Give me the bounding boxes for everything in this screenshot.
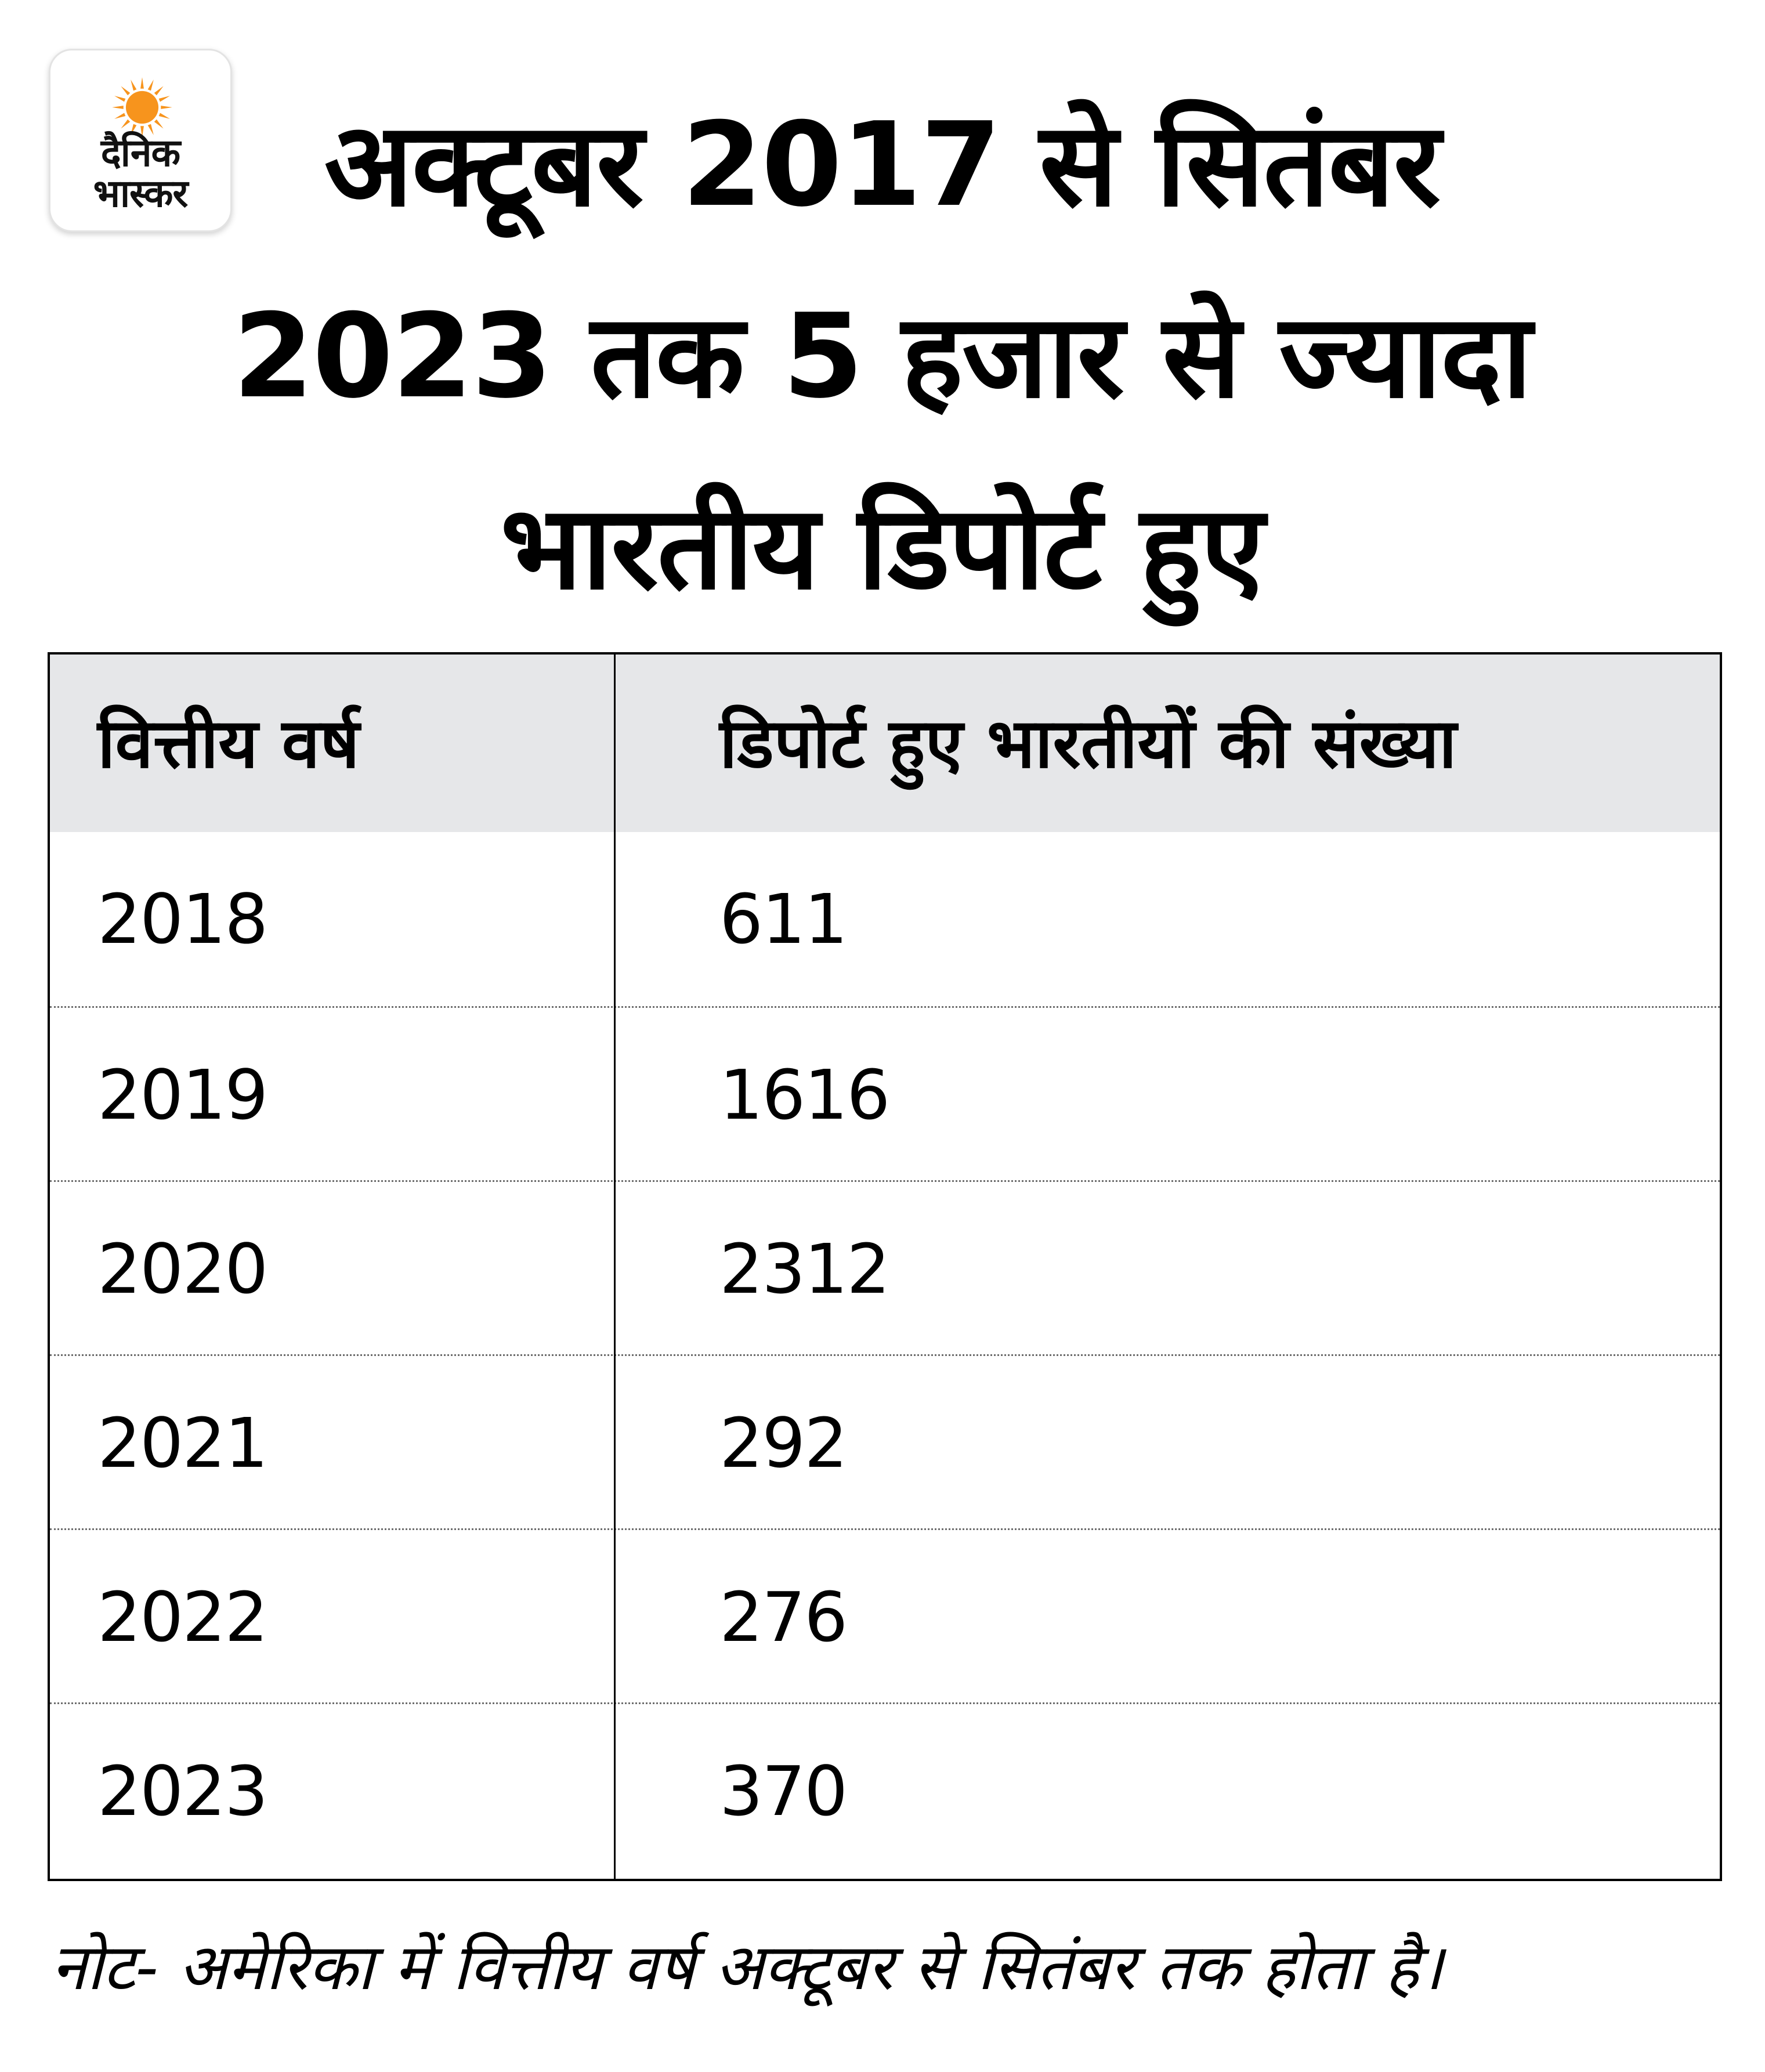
title-line-3: भारतीय डिपोर्ट हुए — [500, 480, 1264, 616]
cell-year: 2023 — [97, 1751, 268, 1831]
sun-ray — [140, 126, 144, 138]
column-divider — [614, 654, 616, 1879]
sun-ray — [131, 79, 137, 91]
sun-ray — [112, 106, 124, 109]
cell-count: 292 — [719, 1403, 848, 1483]
brand-logo: दैनिक भास्कर — [49, 49, 232, 232]
sun-ray — [158, 96, 170, 102]
sun-ray — [121, 86, 131, 96]
title-line-1: अक्टूबर 2017 से सितंबर — [324, 97, 1441, 233]
table-row: 2019 1616 — [50, 1006, 1720, 1182]
table-row: 2020 2312 — [50, 1180, 1720, 1356]
sun-ray — [114, 96, 126, 102]
title-line-2: 2023 तक 5 हजार से ज्यादा — [233, 289, 1532, 424]
table-row: 2021 292 — [50, 1354, 1720, 1530]
sun-ray — [114, 113, 126, 119]
sun-ray — [147, 124, 154, 135]
cell-count: 611 — [719, 879, 848, 959]
cell-count: 370 — [719, 1751, 848, 1831]
sun-ray — [161, 106, 172, 109]
sun-ray — [131, 124, 137, 135]
cell-year: 2021 — [97, 1403, 268, 1483]
deportation-table: वित्तीय वर्ष डिपोर्ट हुए भारतीयों की संख… — [48, 652, 1722, 1881]
header-deported-count: डिपोर्ट हुए भारतीयों की संख्या — [719, 703, 1457, 783]
sun-ray — [121, 119, 131, 129]
logo-text-line1: दैनिक — [100, 131, 180, 175]
table-row: 2023 370 — [50, 1702, 1720, 1878]
table-header: वित्तीय वर्ष डिपोर्ट हुए भारतीयों की संख… — [50, 654, 1720, 832]
sun-icon — [112, 77, 172, 138]
sun-ray — [154, 119, 164, 129]
cell-count: 1616 — [719, 1055, 890, 1135]
sun-ray — [147, 79, 154, 91]
footnote: नोट- अमेरिका में वित्तीय वर्ष अक्टूबर से… — [51, 1930, 1444, 2004]
header-fiscal-year: वित्तीय वर्ष — [97, 703, 360, 783]
cell-count: 276 — [719, 1577, 848, 1657]
cell-year: 2019 — [97, 1055, 268, 1135]
sun-ray — [158, 113, 170, 119]
cell-year: 2022 — [97, 1577, 268, 1657]
table-row: 2022 276 — [50, 1528, 1720, 1704]
logo-text-line2: भास्कर — [93, 171, 189, 216]
sun-ray — [140, 77, 144, 89]
cell-count: 2312 — [719, 1229, 890, 1309]
cell-year: 2020 — [97, 1229, 268, 1309]
table-row: 2018 611 — [50, 832, 1720, 1006]
page-title: अक्टूबर 2017 से सितंबर 2023 तक 5 हजार से… — [174, 70, 1590, 644]
cell-year: 2018 — [97, 879, 268, 959]
sun-ray — [154, 86, 164, 96]
